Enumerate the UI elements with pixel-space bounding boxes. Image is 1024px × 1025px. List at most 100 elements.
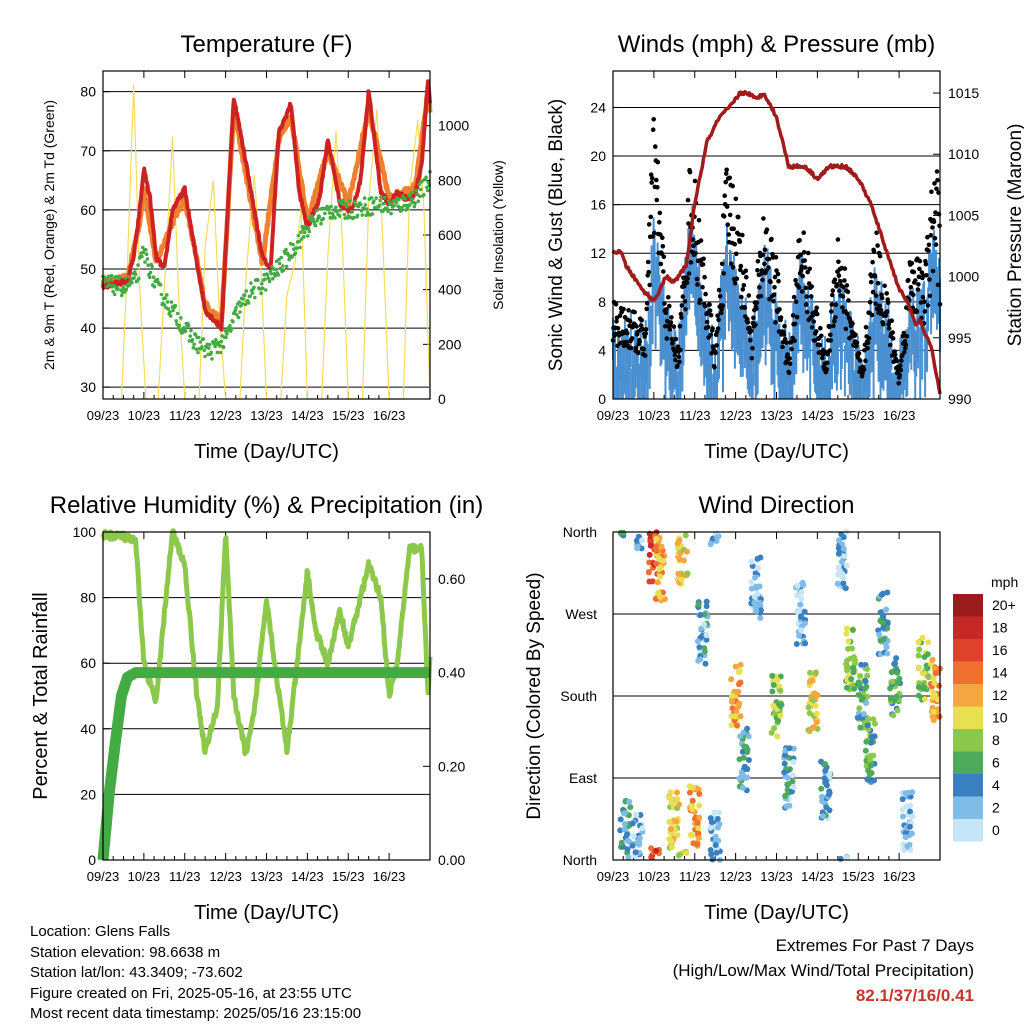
dewpoint-point [424, 175, 428, 180]
dewpoint-point [201, 337, 206, 341]
gust-point [782, 323, 787, 329]
direction-point [690, 840, 697, 847]
gust-point [844, 283, 850, 288]
gust-point [658, 261, 664, 267]
dewpoint-point [333, 216, 337, 220]
gust-point [892, 352, 898, 358]
direction-point [835, 550, 842, 557]
direction-point [826, 807, 833, 814]
direction-point [887, 685, 894, 692]
dewpoint-point [306, 226, 311, 230]
x-tick-label: 09/23 [597, 408, 630, 423]
gust-point [712, 365, 717, 370]
direction-point [930, 717, 937, 724]
dewpoint-point [171, 308, 175, 313]
gust-point [678, 347, 683, 353]
direction-point [777, 687, 784, 694]
gust-point [680, 294, 686, 299]
gust-point [902, 349, 907, 355]
direction-point [647, 542, 654, 549]
gust-point [627, 318, 633, 324]
direction-point [819, 813, 826, 820]
gust-point [653, 144, 658, 149]
y-right-tick-label: 200 [438, 336, 462, 352]
gust-point [662, 301, 667, 306]
legend-label: 16 [992, 642, 1008, 658]
dewpoint-point [141, 250, 146, 255]
dewpoint-point [425, 188, 430, 193]
gust-point [909, 260, 915, 266]
direction-point [905, 789, 912, 796]
dewpoint-point [221, 345, 226, 350]
direction-point [915, 639, 922, 646]
gust-point [884, 291, 889, 296]
gust-point [935, 282, 941, 288]
gust-point [686, 271, 692, 276]
gust-point [813, 329, 819, 334]
direction-point [845, 638, 852, 645]
dewpoint-point [408, 192, 413, 197]
gust-point [677, 359, 682, 365]
direction-point [925, 674, 932, 681]
direction-point [843, 562, 850, 569]
direction-point [694, 638, 701, 645]
gust-point [661, 254, 667, 260]
dewpoint-point [147, 275, 152, 280]
gust-point [728, 261, 734, 267]
gust-point [827, 324, 832, 330]
gust-point [703, 291, 708, 297]
gust-point [776, 278, 781, 284]
gust-point [745, 320, 751, 325]
direction-point [813, 719, 820, 726]
direction-point [745, 733, 752, 740]
dewpoint-point [243, 302, 248, 307]
dewpoint-point [269, 271, 274, 276]
gust-point [695, 282, 700, 287]
direction-point [737, 661, 744, 668]
gust-point [803, 285, 808, 291]
direction-point [777, 712, 784, 719]
y-tick-label: 8 [598, 294, 606, 310]
gust-point [648, 214, 653, 220]
x-tick-label: 13/23 [760, 408, 793, 423]
gust-point [865, 340, 871, 346]
direction-point [618, 839, 625, 846]
dewpoint-point [408, 203, 412, 207]
gust-point [761, 216, 766, 221]
y-tick-label: 60 [80, 655, 96, 671]
dewpoint-point [112, 292, 117, 297]
gust-point [646, 222, 652, 227]
y-tick-label: 80 [80, 590, 96, 606]
x-tick-label: 16/23 [883, 869, 916, 884]
gust-point [834, 282, 840, 287]
gust-point [624, 330, 630, 336]
gust-point [872, 274, 878, 279]
gust-point [799, 264, 804, 270]
direction-point [802, 640, 809, 647]
dewpoint-point [152, 284, 157, 289]
gust-point [933, 242, 939, 247]
dewpoint-point [113, 275, 118, 279]
direction-point [621, 821, 628, 827]
gust-point [899, 358, 904, 364]
direction-point [676, 801, 683, 808]
gust-point [809, 325, 815, 330]
direction-point [860, 711, 867, 717]
dewpoint-point [194, 347, 199, 352]
y-right-tick-label: 400 [438, 282, 462, 298]
gust-point [678, 311, 684, 317]
direction-point [883, 606, 890, 613]
gust-point [857, 358, 863, 363]
gust-point [838, 279, 843, 284]
dewpoint-point [356, 204, 361, 209]
gust-point [628, 345, 634, 351]
dewpoint-point [186, 323, 191, 328]
y-axis-label: Direction (Colored By Speed) [524, 572, 545, 819]
direction-tick-label: West [565, 606, 597, 622]
direction-point [736, 700, 743, 707]
direction-point [843, 630, 850, 637]
gust-point [701, 256, 706, 262]
gust-point [675, 344, 681, 350]
gust-point [833, 315, 838, 320]
direction-point [862, 678, 869, 685]
